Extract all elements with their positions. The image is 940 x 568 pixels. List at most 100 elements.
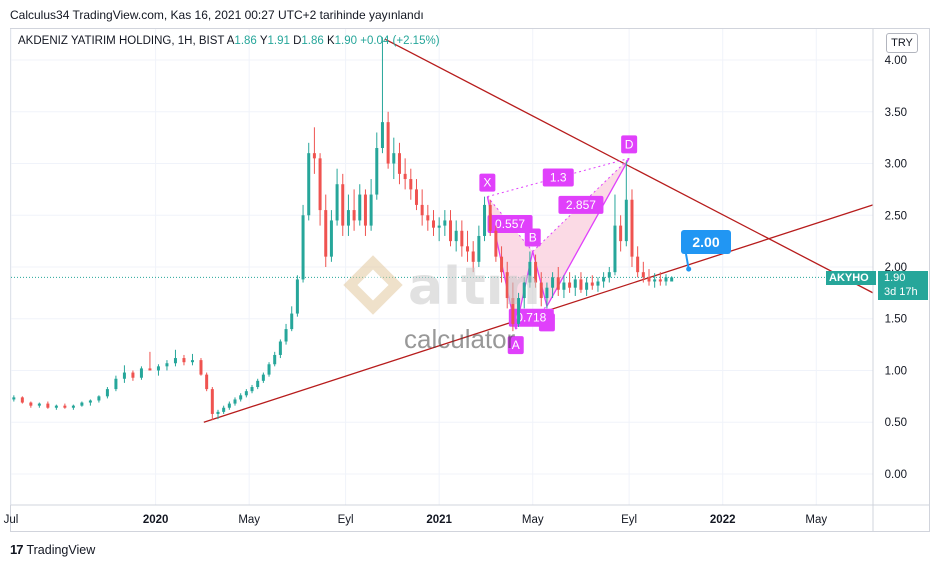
candle-body	[29, 402, 33, 406]
point-x-label-box	[479, 173, 496, 192]
tradingview-logo-icon: 17	[10, 542, 24, 557]
candle-body	[426, 215, 430, 221]
price-callout[interactable]: 2.00	[681, 230, 731, 254]
ratio-ac-label-box	[508, 308, 554, 327]
candle-body	[471, 251, 475, 262]
candle-body	[414, 189, 418, 205]
candle-body	[431, 220, 435, 228]
candle-body	[37, 403, 41, 406]
x-tick-label: May	[238, 514, 260, 526]
y-tick-label: 3.00	[885, 159, 907, 171]
candle-body	[210, 389, 214, 414]
candle-body	[483, 204, 487, 236]
candle-body	[114, 378, 118, 390]
candle-body	[233, 399, 237, 404]
candle-body	[122, 372, 126, 379]
last-price-box: 1.90 3d 17h	[878, 271, 928, 300]
callout-anchor	[686, 266, 692, 272]
ratio-xb-label-box	[487, 215, 533, 234]
point-d-label: D	[625, 137, 634, 151]
candle-body	[585, 282, 589, 290]
pattern-bcd-fill	[532, 158, 630, 307]
candle-body	[454, 230, 458, 242]
candle-body	[437, 225, 441, 228]
candle-body	[624, 199, 628, 242]
candle-body	[590, 282, 594, 286]
candle-body	[227, 403, 231, 408]
candle-body	[568, 282, 572, 288]
candle-body	[500, 256, 504, 273]
x-tick-label: 2020	[143, 514, 169, 526]
x-tick-label: Jul	[4, 514, 19, 526]
footer[interactable]: 17 TradingView	[10, 542, 95, 557]
candle-body	[386, 122, 390, 164]
watermark-sub: calculator	[404, 324, 516, 354]
x-tick-label: Eyl	[338, 514, 354, 526]
open-value: 1.86	[234, 35, 257, 47]
candle-body	[105, 389, 109, 397]
candle-body	[522, 282, 526, 299]
candle-body	[54, 405, 58, 408]
candle-body	[278, 341, 282, 355]
candle-body	[551, 277, 555, 288]
candle-body	[579, 279, 583, 290]
candle-body	[466, 246, 470, 252]
ratio-ac-label: 0.718	[516, 311, 546, 325]
candle-body	[596, 281, 600, 286]
candle-body	[256, 380, 260, 388]
ticker-tag: AKYHO	[826, 271, 876, 285]
candle-body	[488, 204, 492, 231]
pattern-ratio-line	[532, 157, 630, 252]
candle-body	[494, 230, 498, 257]
point-x-label: X	[483, 176, 491, 190]
candle-body	[139, 368, 143, 378]
y-tick-label: 1.00	[885, 365, 907, 377]
last-price: 1.90	[884, 272, 906, 284]
candle-body	[517, 298, 521, 324]
candle-body	[653, 279, 657, 282]
candle-body	[477, 235, 481, 262]
candle-body	[244, 391, 248, 396]
candle-body	[403, 173, 407, 180]
candle-body	[460, 230, 464, 247]
y-tick-label: 2.50	[885, 210, 907, 222]
close-value: 1.90	[334, 35, 358, 47]
candle-body	[182, 358, 186, 363]
candle-body	[658, 279, 662, 282]
candle-body	[670, 277, 674, 282]
candle-body	[20, 397, 24, 403]
candle-body	[636, 256, 640, 273]
x-tick-label: May	[522, 514, 544, 526]
ratio-xd-label-box	[542, 168, 574, 187]
candle-body	[307, 153, 311, 216]
bar-countdown: 3d 17h	[884, 286, 918, 298]
candle-body	[284, 329, 288, 342]
candle-body	[397, 153, 401, 174]
point-a-label: A	[512, 338, 520, 352]
high-value: 1.91	[267, 35, 290, 47]
candle-body	[267, 364, 271, 375]
candle-body	[352, 210, 356, 221]
candle-body	[301, 215, 305, 280]
low-value: 1.86	[301, 35, 324, 47]
candle-body	[505, 272, 509, 299]
candle-body	[148, 368, 152, 371]
candle-body	[205, 374, 209, 390]
candle-body	[539, 282, 543, 299]
ratio-bd-label-box	[558, 195, 604, 214]
candle-body	[222, 407, 226, 412]
candle-body	[46, 403, 50, 408]
candle-body	[409, 179, 413, 190]
symbol-legend: AKDENIZ YATIRIM HOLDING, 1H, BIST A1.86 …	[18, 35, 440, 47]
candle-body	[250, 387, 254, 392]
x-axis: Jul 2020 May Eyl 2021 May Eyl 2022 May	[4, 504, 929, 526]
ratio-xb-label: 0.557	[495, 217, 525, 231]
currency-button[interactable]: TRY	[886, 33, 918, 53]
candle-body	[545, 287, 549, 299]
candle-body	[647, 277, 651, 282]
candle-body	[80, 402, 84, 406]
candle-body	[12, 397, 16, 400]
candle-body	[619, 225, 623, 242]
